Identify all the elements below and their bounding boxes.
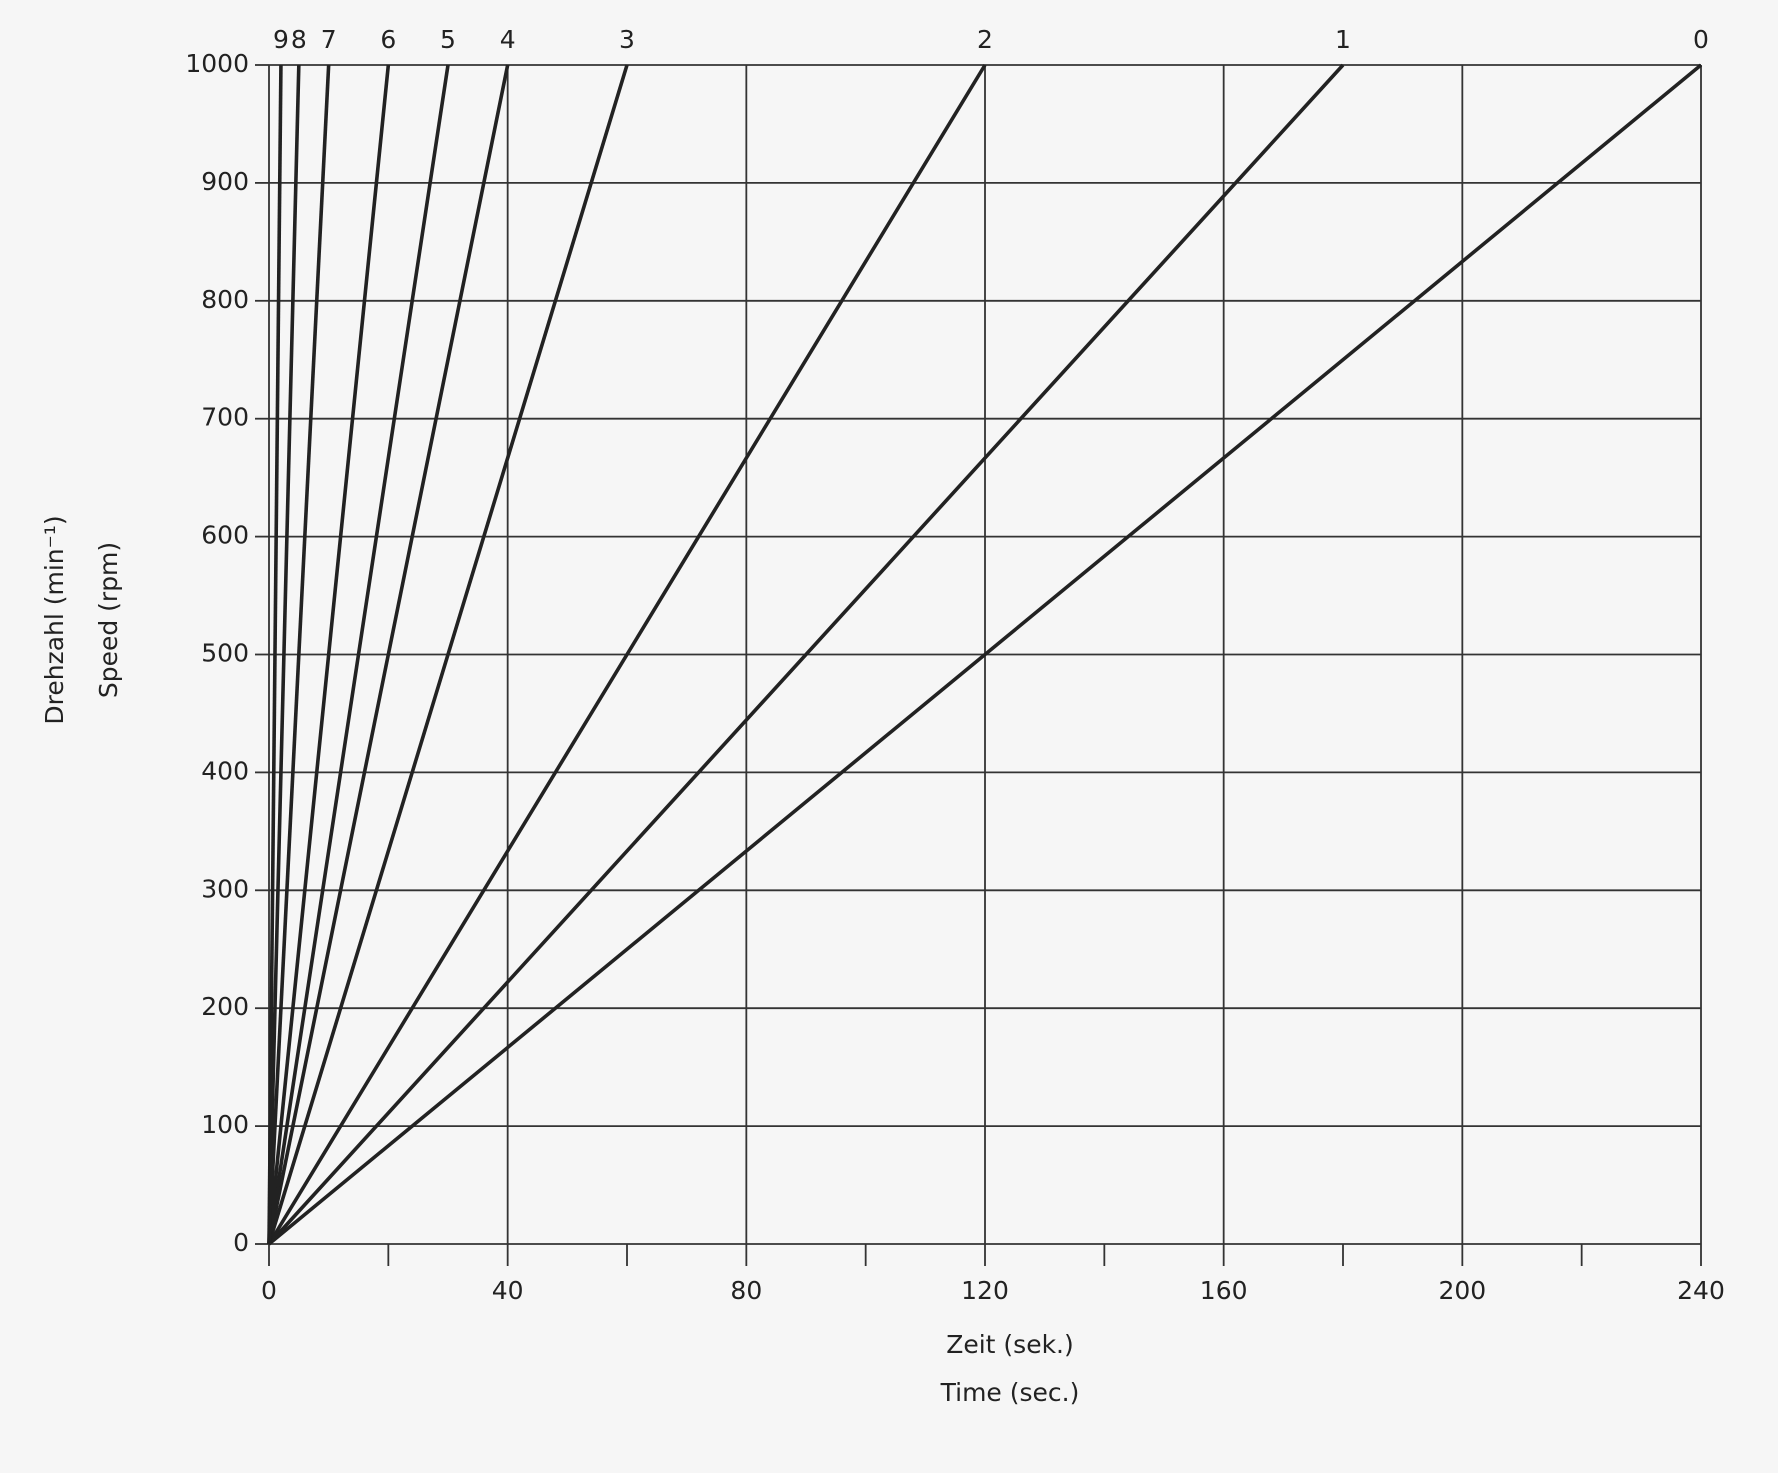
series-label: 0 — [1693, 25, 1709, 54]
series-line — [267, 64, 391, 1245]
series-line — [267, 64, 331, 1245]
y-tick-label: 400 — [201, 756, 249, 785]
x-axis-label: Zeit (sek.) — [946, 1330, 1074, 1359]
y-axis-label: Speed (rpm) — [94, 542, 123, 698]
series-line — [267, 64, 987, 1245]
y-tick-label: 600 — [201, 521, 249, 550]
x-tick-label: 120 — [961, 1276, 1009, 1305]
x-tick-label: 160 — [1200, 1276, 1248, 1305]
series-label: 6 — [380, 25, 396, 54]
y-tick-label: 300 — [201, 874, 249, 903]
series-label: 9 — [273, 25, 289, 54]
x-tick-label: 80 — [730, 1276, 762, 1305]
x-tick-label: 40 — [492, 1276, 524, 1305]
y-tick-label: 900 — [201, 167, 249, 196]
series-label: 3 — [619, 25, 635, 54]
y-axis-label: Drehzahl (min⁻¹) — [40, 515, 69, 724]
series-label: 4 — [500, 25, 516, 54]
series-label: 1 — [1335, 25, 1351, 54]
series-line — [267, 64, 283, 1245]
y-tick-label: 800 — [201, 285, 249, 314]
series-line — [267, 64, 510, 1245]
series-label: 2 — [977, 25, 993, 54]
y-tick-label: 100 — [201, 1110, 249, 1139]
y-tick-label: 1000 — [185, 49, 249, 78]
y-tick-label: 700 — [201, 403, 249, 432]
series-line — [267, 64, 301, 1245]
series-label: 5 — [440, 25, 456, 54]
y-tick-label: 500 — [201, 639, 249, 668]
series-label: 8 — [291, 25, 307, 54]
x-tick-label: 0 — [261, 1276, 277, 1305]
x-axis-label: Time (sec.) — [940, 1378, 1080, 1407]
series-line — [267, 64, 450, 1245]
series-label: 7 — [321, 25, 337, 54]
series-line — [267, 64, 629, 1245]
x-tick-label: 200 — [1438, 1276, 1486, 1305]
y-tick-label: 0 — [233, 1228, 249, 1257]
series-line — [267, 63, 1703, 1246]
y-tick-label: 200 — [201, 992, 249, 1021]
x-tick-label: 240 — [1677, 1276, 1725, 1305]
series-line — [267, 63, 1345, 1246]
